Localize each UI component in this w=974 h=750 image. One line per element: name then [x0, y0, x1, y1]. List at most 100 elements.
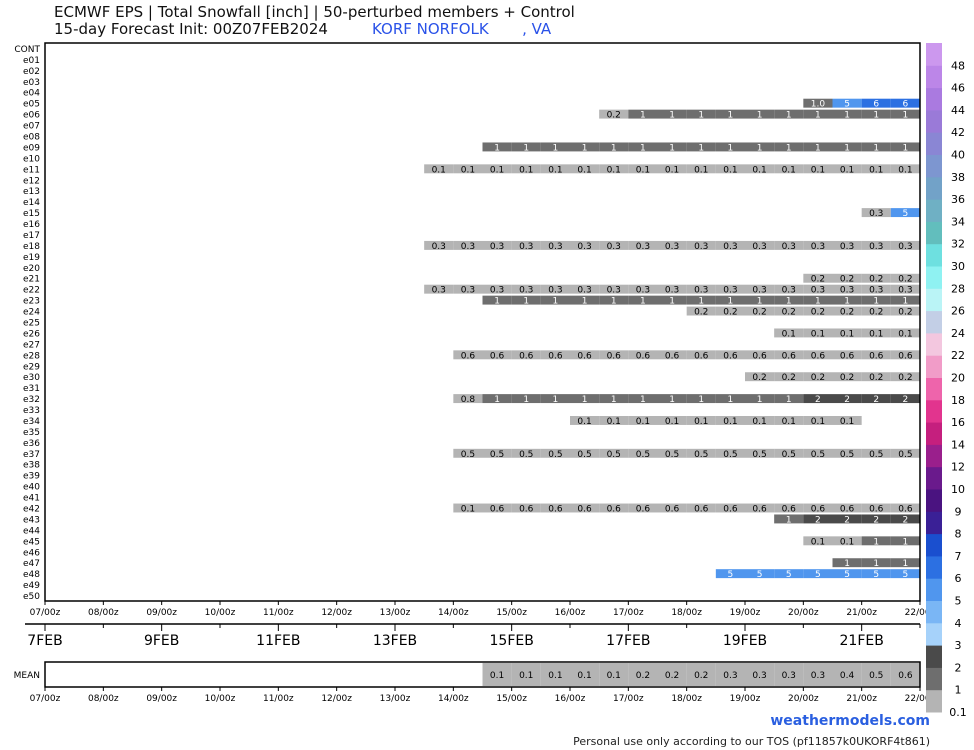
member-value: 0.1 — [840, 329, 854, 339]
mean-time-tick-label: 11/00z — [263, 694, 294, 704]
forecast-init: 15-day Forecast Init: 00Z07FEB2024 — [54, 20, 328, 38]
mean-cell — [832, 663, 862, 686]
member-cell — [774, 394, 804, 404]
member-label: e16 — [23, 220, 40, 230]
member-cell — [832, 448, 862, 458]
member-value: 0.2 — [898, 373, 912, 383]
member-cell — [745, 240, 775, 250]
mean-cell — [715, 663, 745, 686]
time-tick-label: 10/00z — [205, 608, 236, 618]
member-value: 1 — [757, 143, 763, 153]
member-cell — [482, 240, 512, 250]
member-cell — [861, 98, 891, 108]
member-cell — [540, 164, 570, 174]
member-value: 0.6 — [548, 505, 563, 515]
member-value: 1 — [523, 297, 529, 307]
member-value: 0.3 — [869, 286, 883, 296]
member-value: 0.3 — [665, 242, 679, 252]
colorbar-label: 9 — [955, 505, 962, 518]
member-cell — [832, 284, 862, 294]
colorbar-segment — [926, 109, 942, 133]
member-value: 5 — [903, 209, 909, 219]
member-cell — [803, 416, 833, 425]
member-cell — [424, 240, 454, 250]
member-cell — [686, 306, 716, 316]
member-value: 0.6 — [898, 505, 913, 515]
member-label: e39 — [23, 472, 40, 482]
member-label: e17 — [23, 231, 40, 241]
member-cell — [628, 448, 658, 458]
member-cell — [686, 142, 716, 152]
colorbar-segment — [926, 355, 942, 378]
member-value: 0.2 — [898, 275, 912, 285]
member-cell — [540, 240, 570, 250]
member-value: 0.3 — [607, 286, 621, 296]
member-value: 0.5 — [519, 450, 533, 460]
member-cell — [511, 350, 541, 360]
colorbar-label: 0.1 — [949, 706, 967, 719]
date-label: 21FEB — [840, 633, 884, 649]
mean-frame — [44, 661, 921, 688]
member-value: 0.6 — [840, 351, 855, 361]
member-value: 1 — [698, 111, 704, 121]
member-cell — [803, 350, 833, 360]
member-cell — [832, 416, 862, 425]
mean-time-tick-label: 17/00z — [613, 694, 644, 704]
member-value: 0.6 — [607, 351, 622, 361]
member-value: 1 — [494, 297, 500, 307]
member-label: e22 — [23, 286, 40, 296]
member-cell — [715, 394, 745, 404]
time-tick-label: 12/00z — [321, 608, 352, 618]
member-value: 0.1 — [665, 417, 679, 427]
member-cell — [803, 448, 833, 458]
member-cell — [540, 448, 570, 458]
member-cell — [832, 514, 862, 524]
member-cell — [628, 350, 658, 360]
member-cell — [570, 448, 600, 458]
member-cell — [686, 448, 716, 458]
member-cell — [540, 350, 570, 360]
mean-time-tick-label: 14/00z — [438, 694, 469, 704]
mean-time-tick-label: 09/00z — [146, 694, 177, 704]
colorbar-label: 4 — [955, 617, 962, 630]
time-tick-label: 16/00z — [555, 608, 586, 618]
member-cell — [890, 98, 920, 108]
member-cell — [832, 350, 862, 360]
member-value: 1 — [873, 111, 879, 121]
member-label: CONT — [14, 45, 40, 55]
mean-time-tick-label: 07/00z — [30, 694, 61, 704]
member-cell — [774, 109, 804, 119]
member-value: 0.3 — [811, 242, 825, 252]
colorbar-segment — [926, 444, 942, 468]
mean-cell — [657, 663, 687, 686]
colorbar-label: 48 — [951, 59, 965, 72]
member-value: 1 — [553, 143, 559, 153]
colorbar-label: 40 — [951, 149, 965, 162]
member-value: 0.6 — [665, 351, 680, 361]
member-cell — [803, 240, 833, 250]
member-cell — [599, 164, 629, 174]
brand-link[interactable]: weathermodels.com — [770, 713, 930, 729]
member-label: e46 — [23, 548, 40, 558]
member-value: 5 — [844, 570, 850, 580]
member-cell — [570, 164, 600, 174]
member-value: 0.6 — [636, 505, 651, 515]
colorbar-segment — [926, 154, 942, 178]
member-value: 1 — [757, 297, 763, 307]
mean-time-tick-label: 08/00z — [88, 694, 119, 704]
member-cell — [745, 394, 775, 404]
member-cell — [511, 394, 541, 404]
member-value: 1 — [757, 111, 763, 121]
member-cell — [657, 394, 687, 404]
member-value: 0.3 — [782, 242, 796, 252]
mean-time-tick-label: 15/00z — [496, 694, 527, 704]
time-tick-label: 14/00z — [438, 608, 469, 618]
member-value: 0.3 — [869, 209, 883, 219]
member-cell — [628, 240, 658, 250]
member-cell — [453, 394, 483, 404]
member-label: e38 — [23, 461, 40, 471]
member-cell — [570, 503, 600, 513]
member-value: 0.3 — [752, 242, 766, 252]
member-value: 0.1 — [665, 165, 679, 175]
member-label: e18 — [23, 242, 40, 252]
